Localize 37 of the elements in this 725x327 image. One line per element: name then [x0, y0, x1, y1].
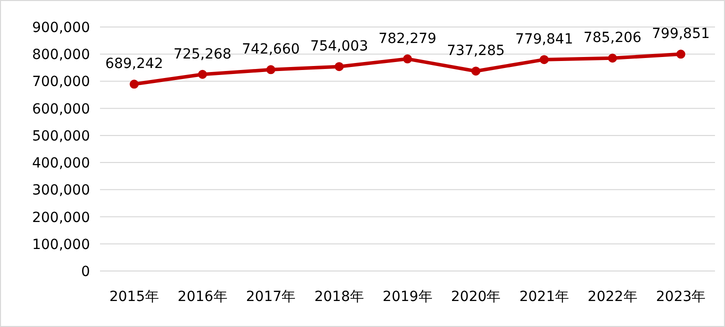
point [676, 50, 686, 59]
data-label: 689,242 [105, 56, 164, 72]
x-tick-label: 2018年 [314, 289, 364, 305]
data-label: 742,660 [242, 42, 300, 58]
point [130, 80, 139, 89]
data-label: 785,206 [584, 30, 642, 46]
data-label: 725,268 [174, 46, 232, 62]
y-tick-label: 500,000 [32, 128, 90, 144]
point [608, 54, 617, 63]
y-tick-label: 0 [81, 264, 90, 280]
y-tick-label: 400,000 [32, 156, 90, 172]
point [471, 66, 480, 76]
y-tick-label: 900,000 [32, 20, 90, 36]
y-tick-label: 800,000 [32, 47, 90, 64]
data-label: 737,285 [446, 43, 505, 60]
x-tick-label: 2015年 [109, 289, 159, 305]
x-tick-label: 2016年 [178, 289, 228, 305]
data-label: 754,003 [310, 38, 368, 55]
data-label: 799,851 [652, 26, 710, 42]
x-tick-label: 2023年 [656, 289, 706, 305]
data-label: 782,279 [378, 30, 436, 47]
point [403, 54, 412, 64]
x-tick-label: 2022年 [588, 289, 638, 305]
x-tick-label: 2019年 [382, 289, 432, 305]
point [334, 62, 344, 72]
x-tick-label: 2021年 [519, 289, 569, 305]
y-tick-label: 100,000 [32, 236, 90, 253]
x-tick-label: 2017年 [246, 289, 296, 305]
y-tick-label: 300,000 [32, 182, 90, 199]
y-tick-label: 200,000 [32, 210, 90, 226]
y-tick-label: 600,000 [32, 101, 90, 118]
y-tick-label: 700,000 [32, 74, 90, 90]
point [198, 70, 207, 79]
point [540, 55, 549, 64]
data-label: 779,841 [515, 32, 574, 48]
x-tick-label: 2020年 [451, 289, 501, 305]
point [266, 65, 276, 74]
